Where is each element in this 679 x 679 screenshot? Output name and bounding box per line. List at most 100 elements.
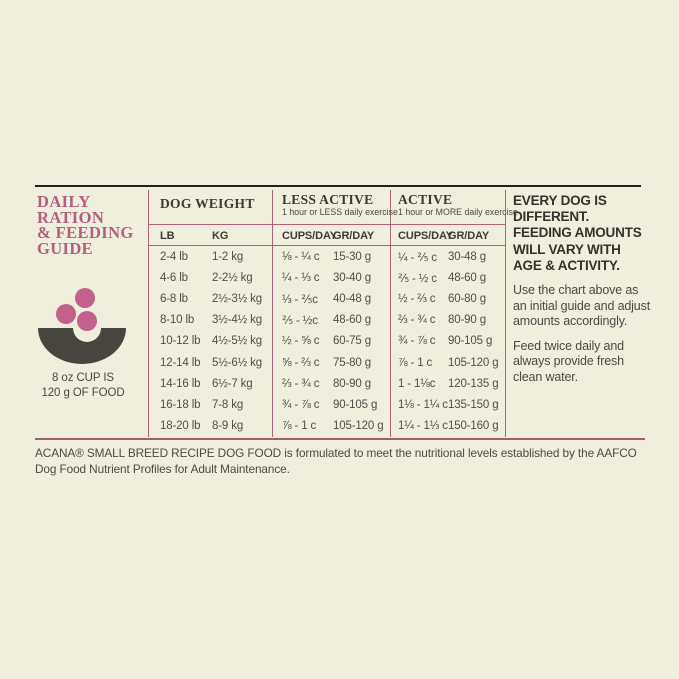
table-row: ¾ - ⅞ c 90-105 g (282, 394, 388, 415)
lb-cell: 12-14 lb (160, 356, 201, 369)
less-active-subtitle: 1 hour or LESS daily exercise (282, 207, 398, 217)
guide-title: DAILY RATION & FEEDING GUIDE (37, 193, 149, 256)
a-cups-cell: ½ - ⅔ c (398, 292, 436, 305)
lb-cell: 16-18 lb (160, 398, 201, 411)
lb-cell: 2-4 lb (160, 250, 188, 263)
notes-heading: EVERY DOG IS DIFFERENT. FEEDING AMOUNTS … (513, 193, 651, 274)
a-gr-cell: 150-160 g (448, 420, 499, 433)
table-row: 4-6 lb 2-2½ kg (160, 267, 270, 288)
kg-cell: 8-9 kg (212, 420, 244, 433)
table-row: 14-16 lb 6½-7 kg (160, 373, 270, 394)
a-cups-cell: ⅞ - 1 c (398, 356, 433, 369)
table-row: ⅞ - 1 c 105-120 g (398, 352, 503, 373)
a-cups-cell: ⅔ - ¾ c (398, 314, 436, 327)
cup-note-line: 8 oz CUP IS (52, 372, 114, 384)
table-row: ⅔ - ¾ c 80-90 g (282, 373, 388, 394)
table-vertical-rule (505, 190, 507, 437)
la-gr-cell: 48-60 g (333, 314, 371, 327)
aafco-statement: ACANA® SMALL BREED RECIPE DOG FOOD is fo… (35, 446, 637, 476)
table-row: 18-20 lb 8-9 kg (160, 416, 270, 437)
la-cups-cell: ⅖ - ½c (282, 315, 318, 328)
table-row: 6-8 lb 2½-3½ kg (160, 288, 270, 309)
table-row: ¼ - ⅖ c 30-48 g (398, 246, 503, 267)
la-gr-cell: 15-30 g (333, 250, 371, 263)
weight-rows: 2-4 lb 1-2 kg 4-6 lb 2-2½ kg 6-8 lb 2½-3½ kg 8… (160, 246, 270, 437)
a-gr-cell: 80-90 g (448, 314, 486, 327)
table-vertical-rule (390, 190, 392, 437)
table-row: ½ - ⅔ c 60-80 g (398, 288, 503, 309)
table-row: 1⅛ - 1¼ c 135-150 g (398, 394, 503, 415)
table-row: 2-4 lb 1-2 kg (160, 246, 270, 267)
lb-cell: 18-20 lb (160, 420, 201, 433)
active-subtitle: 1 hour or MORE daily exercise (398, 207, 518, 217)
dog-weight-header: DOG WEIGHT (160, 196, 255, 211)
la-gr-cell: 105-120 g (333, 420, 384, 433)
lb-cell: 8-10 lb (160, 314, 195, 327)
kibble-icon (56, 304, 76, 324)
kg-cell: 5½-6½ kg (212, 356, 262, 369)
feeding-notes: EVERY DOG IS DIFFERENT. FEEDING AMOUNTS … (513, 193, 651, 386)
active-header: ACTIVE (398, 192, 453, 207)
la-cups-cell: ¼ - ⅓ c (282, 271, 320, 284)
cup-measure-note: 8 oz CUP IS 120 g OF FOOD (36, 371, 130, 401)
a-cups-cell: 1⅛ - 1¼ c (398, 398, 448, 411)
la-cups-cell: ½ - ⅝ c (282, 335, 320, 348)
table-row: ⅝ - ⅔ c 75-80 g (282, 352, 388, 373)
table-row: ⅛ - ¼ c 15-30 g (282, 246, 388, 267)
notes-paragraph: Feed twice daily and always provide fres… (513, 338, 624, 384)
table-header-rule (148, 224, 505, 226)
la-gr-cell: 80-90 g (333, 377, 371, 390)
a-cups-cell: 1¼ - 1⅓ c (398, 420, 448, 433)
table-vertical-rule (148, 190, 150, 437)
a-cups-cell: 1 - 1⅛c (398, 377, 436, 390)
la-gr-cell: 90-105 g (333, 398, 378, 411)
la-cups-cell: ⅔ - ¾ c (282, 377, 320, 390)
kibble-icon (75, 288, 95, 308)
column-header-grams: GR/DAY (448, 230, 490, 242)
table-row: 10-12 lb 4½-5½ kg (160, 331, 270, 352)
kg-cell: 3½-4½ kg (212, 314, 262, 327)
column-header-cups: CUPS/DAY (398, 230, 454, 242)
kg-cell: 4½-5½ kg (212, 335, 262, 348)
la-cups-cell: ⅛ - ¼ c (282, 250, 320, 263)
a-gr-cell: 120-135 g (448, 377, 499, 390)
less-active-header: LESS ACTIVE (282, 192, 374, 207)
column-header-cups: CUPS/DAY (282, 230, 338, 242)
less-active-rows: ⅛ - ¼ c 15-30 g ¼ - ⅓ c 30-40 g ⅓ - ⅖c 40-48 … (282, 246, 388, 437)
notes-heading-line: EVERY DOG IS DIFFERENT. (513, 193, 607, 225)
table-row: ⅓ - ⅖c 40-48 g (282, 288, 388, 309)
column-header-lb: LB (160, 230, 175, 242)
kg-cell: 2½-3½ kg (212, 292, 262, 305)
column-header-kg: KG (212, 230, 229, 242)
table-subheader-rule (148, 245, 505, 247)
a-gr-cell: 48-60 g (448, 271, 486, 284)
notes-heading-line: WILL VARY WITH (513, 241, 621, 257)
lb-cell: 4-6 lb (160, 271, 188, 284)
table-row: 12-14 lb 5½-6½ kg (160, 352, 270, 373)
column-header-grams: GR/DAY (333, 230, 375, 242)
a-gr-cell: 90-105 g (448, 335, 493, 348)
a-cups-cell: ¼ - ⅖ c (398, 251, 437, 264)
active-rows: ¼ - ⅖ c 30-48 g ⅖ - ½ c 48-60 g ½ - ⅔ c 60-80… (398, 246, 503, 437)
lb-cell: 10-12 lb (160, 335, 201, 348)
footer-rule (35, 438, 645, 440)
guide-title-line: & FEEDING (37, 223, 134, 243)
table-row: 1 - 1⅛c 120-135 g (398, 373, 503, 394)
table-row: ⅖ - ½ c 48-60 g (398, 267, 503, 288)
table-row: ¾ - ⅞ c 90-105 g (398, 331, 503, 352)
table-row: ¼ - ⅓ c 30-40 g (282, 267, 388, 288)
lb-cell: 14-16 lb (160, 377, 201, 390)
kg-cell: 6½-7 kg (212, 377, 253, 390)
kg-cell: 2-2½ kg (212, 271, 253, 284)
table-row: 16-18 lb 7-8 kg (160, 394, 270, 415)
kg-cell: 7-8 kg (212, 398, 244, 411)
notes-heading-line: AGE & ACTIVITY. (513, 257, 620, 273)
lb-cell: 6-8 lb (160, 292, 188, 305)
table-row: 8-10 lb 3½-4½ kg (160, 310, 270, 331)
kg-cell: 1-2 kg (212, 250, 244, 263)
table-row: ⅖ - ½c 48-60 g (282, 310, 388, 331)
la-gr-cell: 75-80 g (333, 356, 371, 369)
kibble-icon (77, 311, 97, 331)
la-cups-cell: ¾ - ⅞ c (282, 398, 320, 411)
la-gr-cell: 40-48 g (333, 292, 371, 305)
